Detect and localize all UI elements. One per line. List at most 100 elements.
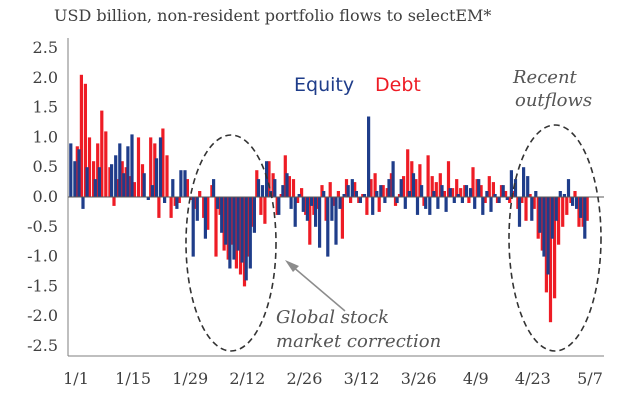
debt-bar bbox=[569, 197, 573, 203]
debt-bar bbox=[189, 197, 194, 200]
debt-bar bbox=[92, 161, 96, 197]
equity-bar bbox=[558, 191, 562, 197]
equity-bar bbox=[77, 149, 81, 197]
equity-bar bbox=[179, 170, 183, 197]
debt-bar bbox=[140, 164, 145, 197]
equity-bar bbox=[244, 197, 248, 281]
debt-bar bbox=[210, 185, 214, 197]
debt-bar bbox=[577, 197, 581, 227]
debt-bar bbox=[263, 197, 267, 224]
debt-bar bbox=[487, 176, 491, 197]
debt-bar bbox=[381, 185, 385, 197]
debt-bar bbox=[414, 179, 418, 197]
y-tick-label: -2.5 bbox=[27, 336, 58, 355]
debt-bar bbox=[124, 167, 128, 197]
equity-bar bbox=[546, 197, 550, 275]
equity-bar bbox=[318, 197, 322, 248]
debt-bar bbox=[471, 167, 475, 197]
equity-bar bbox=[163, 197, 167, 203]
equity-bar bbox=[575, 197, 579, 209]
equity-bar bbox=[415, 197, 420, 215]
debt-bar bbox=[173, 197, 177, 206]
correction-label-line1: Global stock bbox=[276, 307, 389, 328]
debt-bar bbox=[332, 197, 336, 206]
debt-bar bbox=[373, 173, 377, 197]
equity-bar bbox=[379, 185, 383, 197]
equity-bar bbox=[212, 179, 216, 197]
equity-bar bbox=[501, 185, 505, 197]
debt-bar bbox=[136, 137, 141, 197]
equity-bar bbox=[309, 197, 314, 206]
y-tick-label: -1.5 bbox=[27, 276, 58, 295]
debt-bar bbox=[267, 161, 271, 197]
debt-bar bbox=[553, 197, 557, 299]
equity-bar bbox=[493, 194, 497, 197]
equity-bar bbox=[158, 137, 163, 197]
equity-bar bbox=[118, 143, 122, 197]
equity-bar bbox=[399, 179, 403, 197]
equity-bar bbox=[420, 185, 424, 197]
debt-bar bbox=[340, 197, 344, 239]
equity-bar bbox=[191, 197, 195, 257]
equity-bar bbox=[432, 191, 436, 197]
equity-bar bbox=[440, 185, 444, 197]
debt-bar bbox=[442, 191, 446, 197]
debt-bar bbox=[169, 197, 173, 218]
x-axis-tick-labels: 1/1 1/15 1/29 2/12 2/26 3/12 3/26 4/9 4/23 5/7 bbox=[63, 369, 603, 388]
debt-bar bbox=[418, 164, 422, 197]
debt-bar bbox=[320, 185, 324, 197]
debt-bar bbox=[365, 197, 369, 215]
legend-debt: Debt bbox=[375, 74, 421, 96]
debt-bar bbox=[271, 173, 275, 197]
debt-bar bbox=[255, 170, 259, 197]
equity-bar bbox=[265, 161, 269, 197]
equity-bar bbox=[110, 164, 114, 197]
debt-bar bbox=[581, 197, 585, 227]
debt-bar bbox=[83, 83, 87, 197]
debt-bar bbox=[177, 197, 181, 203]
equity-bar bbox=[342, 194, 346, 197]
debt-bar bbox=[153, 143, 157, 197]
equity-bar bbox=[407, 191, 411, 197]
debt-bar bbox=[87, 137, 92, 197]
equity-bar bbox=[554, 197, 558, 221]
debt-bar bbox=[251, 197, 255, 227]
debt-bar bbox=[451, 188, 455, 197]
equity-bar bbox=[301, 197, 305, 212]
debt-bar bbox=[524, 197, 528, 221]
debt-bar bbox=[304, 197, 308, 215]
equity-bar bbox=[403, 197, 407, 209]
debt-bar bbox=[459, 188, 463, 197]
y-tick-label: 0.0 bbox=[33, 187, 58, 206]
equity-bar bbox=[522, 167, 526, 197]
equity-bar bbox=[391, 161, 395, 197]
debt-bar bbox=[206, 197, 210, 230]
equity-bar bbox=[126, 146, 130, 197]
equity-bar bbox=[236, 197, 240, 251]
equity-bar bbox=[154, 158, 159, 197]
debt-bar bbox=[328, 182, 332, 197]
debt-bar bbox=[214, 197, 218, 257]
x-tick-label: 4/23 bbox=[515, 369, 551, 388]
equity-bar bbox=[195, 197, 199, 221]
x-tick-label: 1/29 bbox=[172, 369, 208, 388]
debt-bar bbox=[100, 110, 104, 197]
equity-bar bbox=[146, 197, 150, 200]
equity-bar bbox=[517, 197, 522, 227]
debt-bar bbox=[324, 197, 328, 221]
equity-bar bbox=[122, 173, 126, 197]
correction-arrow-shaft bbox=[291, 265, 346, 312]
equity-bar bbox=[175, 197, 179, 209]
equity-bar bbox=[456, 194, 460, 197]
debt-bar bbox=[96, 143, 100, 197]
debt-bar bbox=[259, 197, 263, 215]
debt-bar bbox=[287, 176, 291, 197]
x-tick-label: 1/15 bbox=[115, 369, 151, 388]
equity-bar bbox=[256, 179, 261, 197]
debt-bar bbox=[426, 155, 430, 197]
equity-bar bbox=[583, 197, 587, 239]
y-tick-label: -0.5 bbox=[27, 217, 58, 236]
debt-bar bbox=[128, 176, 132, 197]
equity-bar bbox=[305, 197, 309, 221]
y-tick-label: -2.0 bbox=[27, 306, 58, 325]
